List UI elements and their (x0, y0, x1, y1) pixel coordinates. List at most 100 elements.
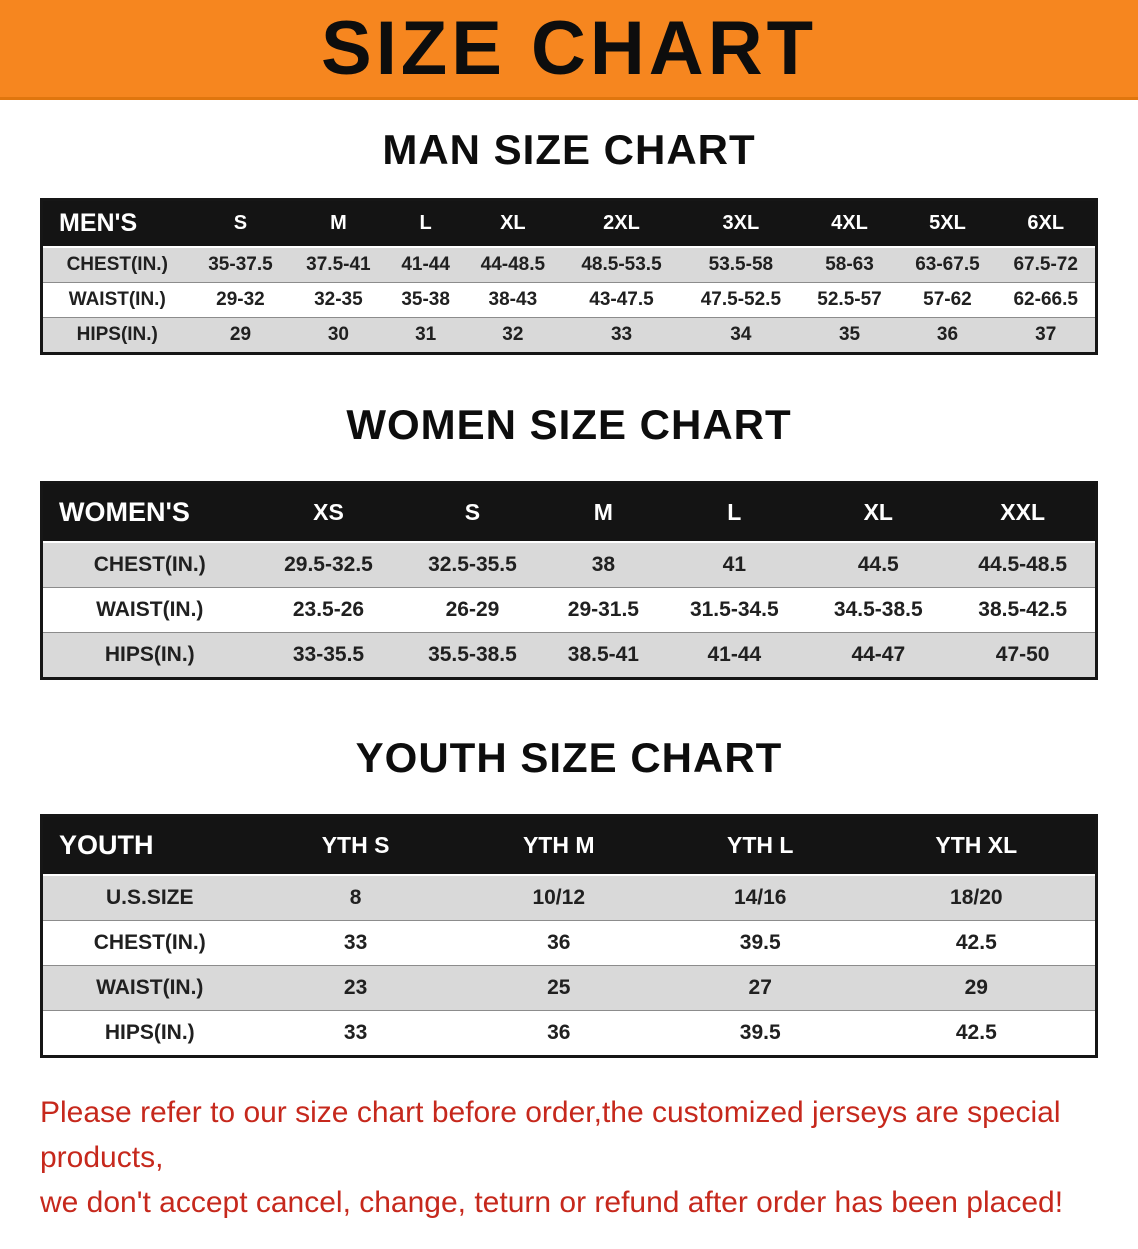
row-label: CHEST(IN.) (93, 553, 206, 576)
table-corner-label: YOUTH (41, 815, 257, 876)
table-row: HIPS(IN.) 29 30 31 32 33 34 35 36 37 (41, 317, 1097, 354)
cell-value: 35.5-38.5 (428, 643, 517, 666)
column-header: S (400, 482, 545, 543)
column-header: L (387, 199, 464, 248)
row-label: CHEST(IN.) (66, 254, 168, 275)
cell-value: 36 (547, 1021, 571, 1044)
cell-value: 58-63 (825, 254, 874, 275)
table-corner-label: WOMEN'S (41, 482, 257, 543)
cell-value: 62-66.5 (1013, 289, 1078, 310)
cell-value: 30 (327, 324, 349, 345)
cell-value: 38 (591, 553, 616, 576)
cell-value: 31.5-34.5 (689, 598, 779, 621)
cell-value: 32 (502, 324, 524, 345)
youth-table-header-row: YOUTH YTH S YTH M YTH L YTH XL (41, 815, 1097, 876)
cell-value: 39.5 (739, 1021, 781, 1044)
cell-value: 47-50 (995, 643, 1050, 666)
table-row: WAIST(IN.) 23.5-26 26-29 29-31.5 31.5-34.5 34… (41, 587, 1097, 633)
cell-value: 29-31.5 (567, 598, 639, 621)
cell-value: 29 (964, 976, 988, 999)
women-section: WOMEN SIZE CHART WOMEN'S XS S M L XL XXL CHEST… (0, 401, 1138, 680)
women-section-heading: WOMEN SIZE CHART (346, 401, 792, 448)
cell-value: 8 (349, 886, 362, 909)
row-label: HIPS(IN.) (76, 324, 158, 345)
cell-value: 41 (722, 553, 746, 576)
cell-value: 29.5-32.5 (284, 553, 373, 576)
cell-value: 35 (838, 324, 861, 345)
cell-value: 38.5-42.5 (978, 598, 1068, 621)
cell-value: 44.5 (857, 553, 899, 576)
cell-value: 44-48.5 (480, 254, 546, 275)
cell-value: 67.5-72 (1013, 254, 1078, 275)
women-table-body: CHEST(IN.) 29.5-32.5 32.5-35.5 38 41 44.5 44.5… (41, 542, 1097, 679)
cell-value: 48.5-53.5 (581, 254, 662, 275)
column-header: XS (256, 482, 401, 543)
cell-value: 37.5-41 (306, 254, 371, 275)
cell-value: 35-37.5 (208, 254, 273, 275)
cell-value: 25 (547, 976, 571, 999)
column-header: XL (463, 199, 562, 248)
cell-value: 32-35 (314, 289, 363, 310)
table-row: HIPS(IN.) 33-35.5 35.5-38.5 38.5-41 41-44 44-… (41, 632, 1097, 679)
cell-value: 34 (730, 324, 752, 345)
row-label: HIPS(IN.) (104, 1021, 195, 1044)
column-header: L (662, 482, 807, 543)
row-label: U.S.SIZE (105, 886, 194, 909)
table-row: HIPS(IN.) 33 36 39.5 42.5 (41, 1010, 1097, 1057)
column-header: 2XL (561, 199, 682, 248)
men-section: MAN SIZE CHART MEN'S S M L XL 2XL 3XL 4XL 5XL 6XL… (0, 126, 1138, 355)
cell-value: 36 (547, 931, 571, 954)
cell-value: 35-38 (401, 289, 450, 310)
column-header: XXL (950, 482, 1097, 543)
men-table-body: CHEST(IN.) 35-37.5 37.5-41 41-44 44-48.5 48.5… (41, 247, 1097, 354)
cell-value: 53.5-58 (708, 254, 774, 275)
cell-value: 23.5-26 (292, 598, 365, 621)
youth-section: YOUTH SIZE CHART YOUTH YTH S YTH M YTH L YTH… (0, 734, 1138, 1058)
column-header: YTH L (662, 815, 858, 876)
table-row: WAIST(IN.) 23 25 27 29 (41, 965, 1097, 1011)
cell-value: 29-32 (216, 289, 265, 310)
column-header: XL (806, 482, 951, 543)
table-row: CHEST(IN.) 33 36 39.5 42.5 (41, 920, 1097, 966)
row-label: HIPS(IN.) (104, 643, 195, 666)
column-header: 5XL (898, 199, 997, 248)
cell-value: 39.5 (739, 931, 781, 954)
cell-value: 38.5-41 (567, 643, 639, 666)
cell-value: 38-43 (488, 289, 538, 310)
row-label: CHEST(IN.) (93, 931, 206, 954)
column-header: 3XL (681, 199, 801, 248)
banner-title: SIZE CHART (321, 5, 817, 91)
women-table-header-row: WOMEN'S XS S M L XL XXL (41, 482, 1097, 543)
cell-value: 52.5-57 (817, 289, 882, 310)
table-row: WAIST(IN.) 29-32 32-35 35-38 38-43 43-47.5 47.… (41, 282, 1097, 318)
disclaimer-text: Please refer to our size chart before or… (40, 1090, 1098, 1225)
row-label: WAIST(IN.) (68, 289, 166, 310)
column-header: YTH XL (857, 815, 1097, 876)
column-header: M (544, 482, 663, 543)
row-label: WAIST(IN.) (96, 976, 204, 999)
cell-value: 47.5-52.5 (700, 289, 782, 310)
table-row: CHEST(IN.) 35-37.5 37.5-41 41-44 44-48.5 48.5… (41, 247, 1097, 283)
row-label: WAIST(IN.) (96, 598, 204, 621)
cell-value: 18/20 (950, 886, 1003, 909)
cell-value: 33 (343, 931, 368, 954)
column-header: S (191, 199, 290, 248)
cell-value: 10/12 (532, 886, 586, 909)
cell-value: 26-29 (445, 598, 500, 621)
cell-value: 41-44 (401, 254, 450, 275)
cell-value: 63-67.5 (915, 254, 980, 275)
cell-value: 32.5-35.5 (428, 553, 517, 576)
table-corner-label: MEN'S (41, 199, 192, 248)
column-header: M (289, 199, 388, 248)
cell-value: 41-44 (707, 643, 762, 666)
cell-value: 27 (748, 976, 772, 999)
column-header: YTH S (256, 815, 455, 876)
size-chart-banner: SIZE CHART (0, 0, 1138, 100)
cell-value: 33 (610, 324, 633, 345)
table-row: CHEST(IN.) 29.5-32.5 32.5-35.5 38 41 44.5 44.5… (41, 542, 1097, 588)
cell-value: 44.5-48.5 (978, 553, 1068, 576)
column-header: YTH M (454, 815, 663, 876)
disclaimer-line-2: we don't accept cancel, change, teturn o… (40, 1186, 1064, 1219)
men-section-heading: MAN SIZE CHART (382, 126, 756, 173)
cell-value: 44-47 (851, 643, 906, 666)
